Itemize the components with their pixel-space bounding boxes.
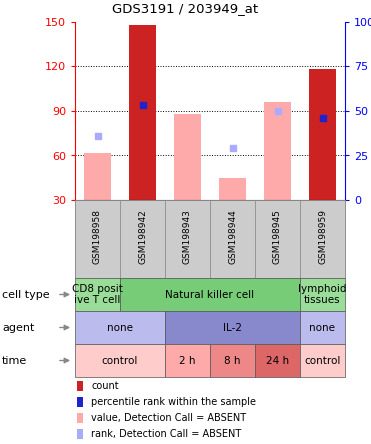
Bar [84,153,111,200]
Text: GSM198942: GSM198942 [138,210,147,264]
Text: GSM198945: GSM198945 [273,209,282,264]
Text: control: control [102,356,138,365]
Text: none: none [309,322,335,333]
Text: GSM198944: GSM198944 [228,210,237,264]
Bar [219,178,246,200]
Text: IL-2: IL-2 [223,322,242,333]
Text: count: count [91,381,119,391]
Text: lymphoid
tissues: lymphoid tissues [298,284,347,305]
Text: cell type: cell type [2,289,50,300]
Text: none: none [107,322,133,333]
Bar [129,25,156,200]
Bar [309,69,336,200]
Text: GSM198943: GSM198943 [183,209,192,264]
Text: value, Detection Call = ABSENT: value, Detection Call = ABSENT [91,413,246,423]
Text: 2 h: 2 h [179,356,196,365]
Text: GDS3191 / 203949_at: GDS3191 / 203949_at [112,2,259,15]
Text: time: time [2,356,27,365]
Text: agent: agent [2,322,35,333]
Bar [174,114,201,200]
Text: GSM198959: GSM198959 [318,209,327,264]
Text: 8 h: 8 h [224,356,241,365]
Text: GSM198958: GSM198958 [93,209,102,264]
Text: Natural killer cell: Natural killer cell [165,289,255,300]
Text: percentile rank within the sample: percentile rank within the sample [91,397,256,407]
Text: 24 h: 24 h [266,356,289,365]
Text: CD8 posit
ive T cell: CD8 posit ive T cell [72,284,123,305]
Bar [264,102,291,200]
Text: control: control [304,356,341,365]
Text: rank, Detection Call = ABSENT: rank, Detection Call = ABSENT [91,429,241,439]
